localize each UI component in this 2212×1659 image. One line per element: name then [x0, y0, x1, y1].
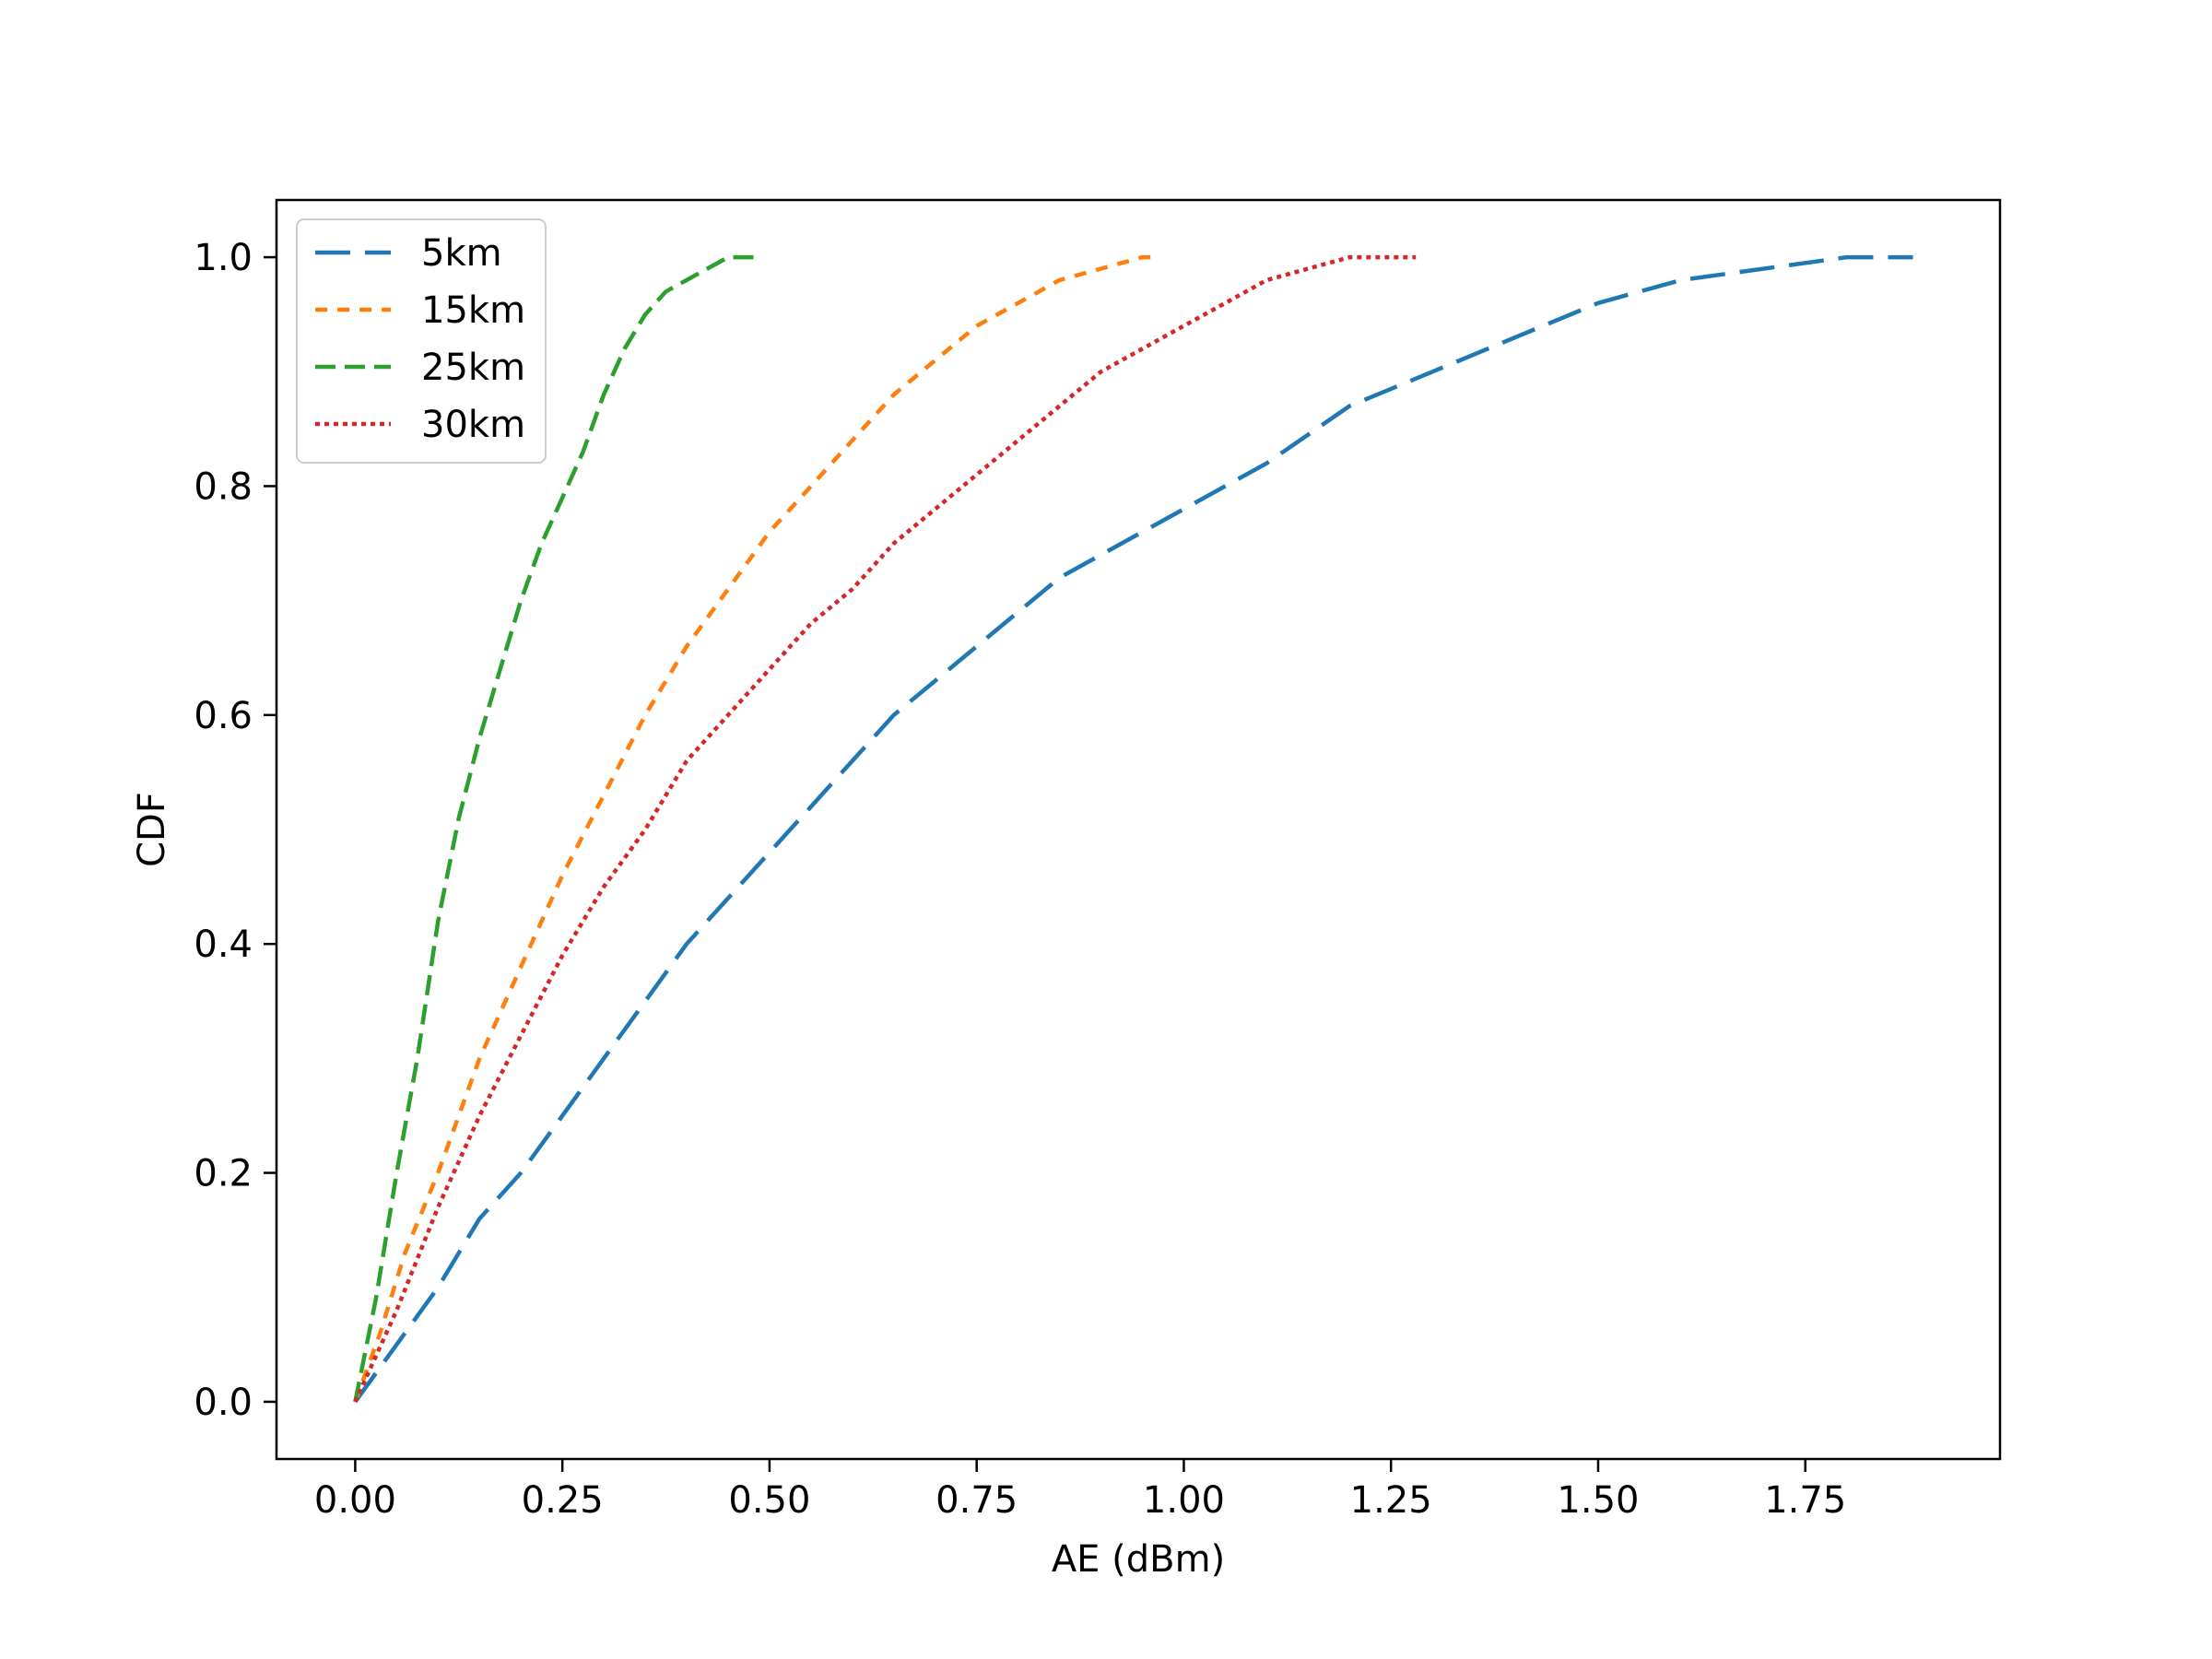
- x-tick-label: 1.50: [1557, 1479, 1639, 1522]
- legend-label-25km: 25km: [421, 347, 525, 389]
- series-line-5km: [353, 254, 1913, 1404]
- x-tick-label: 1.75: [1764, 1479, 1846, 1522]
- y-axis-title: CDF: [131, 792, 173, 867]
- x-tick-label: 1.25: [1350, 1479, 1432, 1522]
- y-tick-label: 0.8: [194, 465, 253, 508]
- legend-frame: [296, 218, 547, 464]
- x-tick-label: 1.00: [1143, 1479, 1225, 1522]
- y-tick-label: 1.0: [194, 237, 253, 279]
- legend-label-30km: 30km: [421, 404, 525, 446]
- legend-label-5km: 5km: [421, 232, 502, 275]
- x-axis-ticks: 0.00 0.25 0.50 0.75 1.00 1.25 1.50 1.75: [314, 1459, 1846, 1522]
- series-line-30km: [353, 254, 1417, 1403]
- y-tick-label: 0.6: [194, 695, 253, 737]
- x-axis-title: AE (dBm): [1052, 1538, 1225, 1581]
- y-tick-label: 0.2: [194, 1153, 253, 1195]
- series-line-25km: [353, 254, 761, 1403]
- x-tick-label: 0.50: [728, 1479, 810, 1522]
- y-tick-label: 0.0: [194, 1382, 253, 1424]
- x-tick-label: 0.75: [935, 1479, 1018, 1522]
- x-tick-label: 0.00: [314, 1479, 396, 1522]
- plot-area: [353, 254, 1913, 1404]
- plot-frame: [275, 198, 2002, 1461]
- y-axis-ticks: 0.0 0.2 0.4 0.6 0.8 1.0: [194, 237, 276, 1424]
- x-tick-label: 0.25: [522, 1479, 604, 1522]
- y-tick-label: 0.4: [194, 924, 253, 966]
- series-line-15km: [353, 254, 1159, 1403]
- legend-label-15km: 15km: [421, 289, 525, 332]
- legend: 5km 15km 25km 30km: [296, 218, 547, 464]
